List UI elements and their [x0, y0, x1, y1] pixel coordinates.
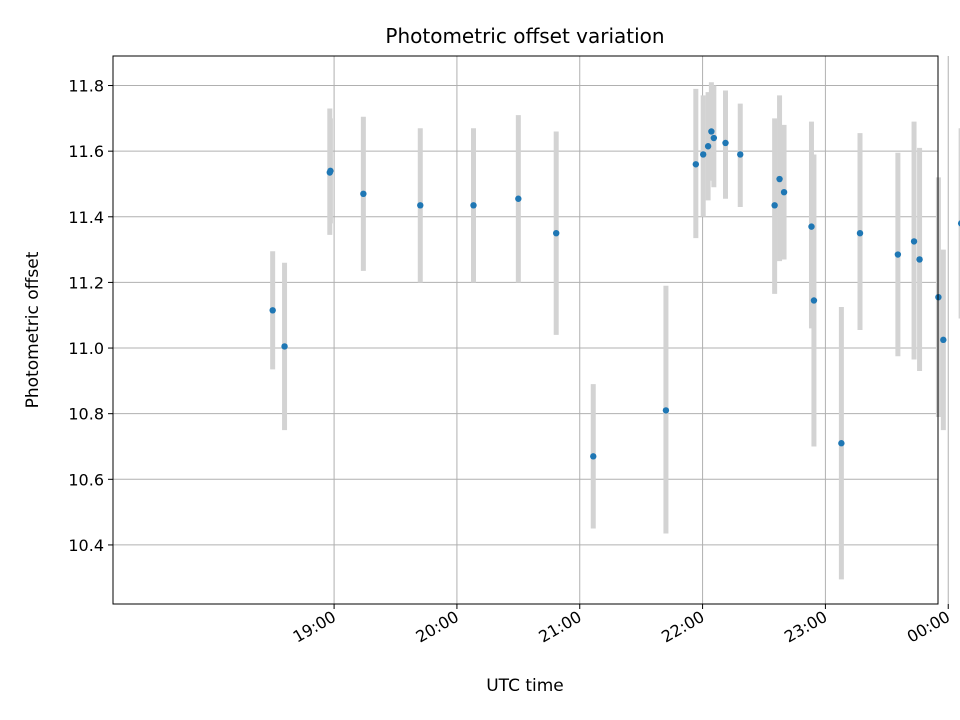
y-axis-ticks: 10.4 10.6 10.8 11.0 11.2 11.4 11.6 11.8 — [68, 77, 113, 555]
chart-title: Photometric offset variation — [385, 24, 664, 48]
data-point — [808, 223, 815, 230]
data-point — [916, 256, 923, 263]
data-point — [704, 143, 712, 150]
y-tick-label: 10.4 — [68, 536, 104, 555]
y-tick-label: 10.8 — [68, 405, 104, 424]
data-point — [771, 202, 778, 209]
data-point — [269, 307, 276, 314]
grid-lines — [113, 56, 949, 604]
x-axis-ticks: 19:00 20:00 21:00 22:00 23:00 00:00 — [290, 604, 953, 647]
data-point — [894, 251, 902, 258]
y-tick-label: 11.4 — [68, 208, 104, 227]
data-point — [810, 297, 818, 304]
y-tick-label: 11.2 — [68, 273, 104, 292]
data-point — [708, 128, 715, 135]
data-point — [710, 134, 718, 142]
data-point — [780, 188, 788, 196]
data-point — [776, 175, 783, 183]
data-point — [281, 343, 288, 350]
data-point — [470, 202, 477, 209]
data-point — [910, 238, 918, 245]
data-point — [699, 151, 707, 158]
data-point — [940, 336, 947, 344]
data-point — [515, 195, 522, 202]
x-tick-label: 22:00 — [658, 607, 707, 647]
x-tick-label: 00:00 — [904, 607, 953, 647]
y-axis-label: Photometric offset — [23, 251, 43, 408]
data-point — [590, 453, 597, 460]
x-tick-label: 19:00 — [290, 607, 339, 647]
error-bars — [270, 82, 960, 580]
plot-frame — [112, 55, 939, 605]
y-tick-label: 11.8 — [68, 77, 104, 96]
data-point — [722, 139, 729, 147]
data-point — [327, 167, 334, 175]
x-tick-label: 23:00 — [781, 607, 830, 647]
data-point — [838, 440, 845, 447]
data-point — [417, 202, 424, 209]
data-points — [269, 128, 960, 460]
x-tick-label: 20:00 — [412, 607, 461, 647]
data-point — [957, 220, 960, 227]
y-tick-label: 11.6 — [68, 142, 104, 161]
y-tick-label: 11.0 — [68, 339, 104, 358]
data-point — [692, 161, 700, 168]
data-point — [737, 151, 744, 158]
x-tick-label: 21:00 — [535, 607, 584, 647]
data-point — [856, 229, 864, 237]
data-point — [553, 229, 560, 237]
data-point — [360, 190, 367, 198]
x-axis-label: UTC time — [486, 676, 564, 696]
data-point — [662, 407, 670, 414]
y-tick-label: 10.6 — [68, 470, 104, 489]
